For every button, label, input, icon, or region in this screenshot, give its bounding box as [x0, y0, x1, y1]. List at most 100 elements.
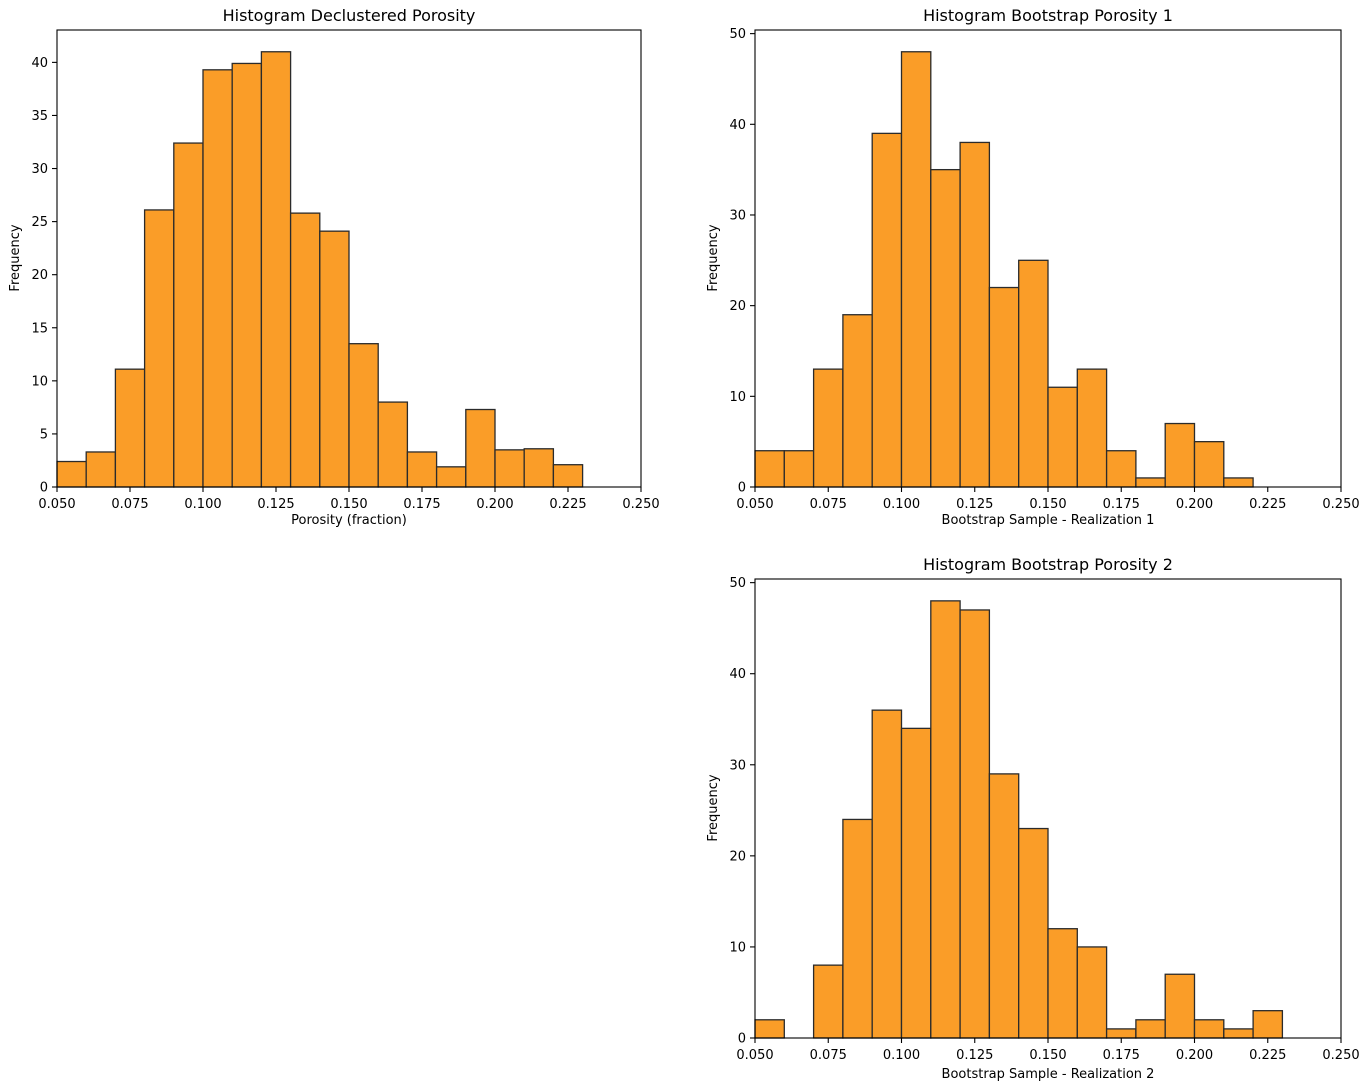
histogram-bars — [754, 51, 1254, 488]
histogram-bar — [1164, 422, 1196, 488]
histogram-bar — [377, 401, 409, 488]
histogram-bar — [1135, 477, 1166, 488]
histogram-bar — [930, 168, 961, 488]
y-tick-label: 20 — [729, 299, 746, 314]
histogram-bar — [988, 773, 1020, 1039]
histogram-bar — [231, 62, 263, 488]
x-tick-label: 0.175 — [1103, 497, 1140, 512]
histogram-bar — [900, 727, 932, 1039]
y-tick-label: 40 — [729, 118, 746, 133]
x-tick-label: 0.125 — [257, 497, 294, 512]
y-tick-label: 0 — [738, 1032, 746, 1047]
histogram-bars — [56, 51, 584, 488]
histogram-bar — [202, 69, 233, 488]
x-axis-label: Bootstrap Sample - Realization 1 — [942, 513, 1155, 528]
x-axis-label: Porosity (fraction) — [291, 513, 407, 528]
histogram-bar — [1076, 368, 1108, 488]
plot-title: Histogram Bootstrap Porosity 1 — [923, 6, 1173, 25]
x-tick-label: 0.175 — [1103, 1048, 1140, 1063]
histogram-bar — [871, 709, 903, 1039]
y-tick-label: 0 — [40, 481, 48, 496]
histogram-bar — [959, 609, 991, 1039]
y-tick-label: 10 — [729, 940, 746, 955]
histogram-bar — [812, 368, 844, 488]
y-axis-label: Frequency — [706, 224, 721, 291]
x-tick-label: 0.250 — [622, 497, 659, 512]
histogram-bar — [406, 451, 438, 488]
histogram-bar — [1047, 386, 1078, 488]
y-axis-label: Frequency — [706, 774, 721, 841]
histogram-bar — [1047, 928, 1078, 1039]
histogram-bar — [1135, 1019, 1166, 1039]
y-tick-label: 50 — [729, 27, 746, 42]
histogram-bar — [85, 451, 117, 488]
histogram-bar — [56, 460, 87, 488]
y-tick-label: 40 — [729, 667, 746, 682]
x-tick-label: 0.050 — [736, 497, 773, 512]
histogram-bar — [1018, 259, 1049, 488]
x-tick-label: 0.150 — [1029, 1048, 1066, 1063]
x-axis-label: Bootstrap Sample - Realization 2 — [942, 1067, 1155, 1082]
x-tick-label: 0.100 — [883, 497, 920, 512]
histogram-bar — [260, 51, 292, 488]
histogram-bar — [552, 464, 584, 488]
axis-ticks: 0.050 0.075 0.100 0.125 0.150 0.175 0.200 0.225… — [729, 576, 1359, 1063]
x-tick-label: 0.225 — [1249, 497, 1286, 512]
histogram-bar — [754, 1019, 785, 1039]
axis-ticks: 0.050 0.075 0.100 0.125 0.150 0.175 0.200 0.225… — [729, 27, 1359, 512]
histogram-bar — [1164, 973, 1196, 1039]
x-tick-label: 0.225 — [549, 497, 586, 512]
y-tick-label: 50 — [729, 576, 746, 591]
x-tick-label: 0.250 — [1322, 497, 1359, 512]
histogram-bar — [143, 209, 175, 488]
histogram-bootstrap-porosity-2-plot: 0.050 0.075 0.100 0.125 0.150 0.175 0.200 0.225… — [706, 555, 1360, 1082]
y-tick-label: 35 — [31, 109, 48, 124]
x-tick-label: 0.250 — [1322, 1048, 1359, 1063]
histogram-bar — [494, 449, 525, 488]
y-tick-label: 20 — [31, 268, 48, 283]
histogram-bar — [842, 818, 873, 1039]
histogram-bar — [173, 142, 204, 488]
histogram-bar — [1076, 946, 1108, 1039]
histogram-bar — [1193, 441, 1225, 488]
x-tick-label: 0.150 — [330, 497, 367, 512]
x-tick-label: 0.200 — [1176, 497, 1213, 512]
histogram-bar — [754, 450, 785, 488]
y-tick-label: 10 — [31, 374, 48, 389]
x-tick-label: 0.075 — [810, 497, 847, 512]
x-tick-label: 0.125 — [956, 497, 993, 512]
x-tick-label: 0.075 — [111, 497, 148, 512]
histogram-bar — [842, 314, 873, 488]
histogram-bootstrap-porosity-1-plot: 0.050 0.075 0.100 0.125 0.150 0.175 0.200 0.225… — [706, 6, 1360, 528]
x-tick-label: 0.150 — [1029, 497, 1066, 512]
histogram-bar — [1223, 1028, 1254, 1039]
histogram-bar — [289, 212, 321, 488]
axis-ticks: 0.050 0.075 0.100 0.125 0.150 0.175 0.200 0.225… — [31, 56, 659, 512]
histogram-bar — [435, 466, 467, 488]
histogram-bar — [812, 964, 844, 1039]
y-tick-label: 30 — [729, 758, 746, 773]
histogram-bar — [930, 600, 961, 1039]
histogram-bar — [319, 230, 350, 488]
x-tick-label: 0.175 — [403, 497, 440, 512]
x-tick-label: 0.125 — [956, 1048, 993, 1063]
x-tick-label: 0.050 — [38, 497, 75, 512]
histogram-bar — [465, 408, 496, 488]
histogram-bar — [1223, 477, 1254, 488]
y-tick-label: 25 — [31, 215, 48, 230]
histogram-bar — [1105, 450, 1137, 488]
histogram-bar — [783, 450, 815, 488]
x-tick-label: 0.075 — [810, 1048, 847, 1063]
y-tick-label: 5 — [40, 427, 48, 442]
plot-title: Histogram Declustered Porosity — [223, 6, 476, 25]
histogram-bar — [1018, 827, 1049, 1039]
x-tick-label: 0.050 — [736, 1048, 773, 1063]
histogram-bar — [1252, 1010, 1284, 1039]
histogram-bar — [114, 368, 146, 488]
x-tick-label: 0.200 — [1176, 1048, 1213, 1063]
histogram-bar — [348, 343, 379, 488]
histogram-bars — [754, 600, 1284, 1039]
histogram-bar — [1193, 1019, 1225, 1039]
y-tick-label: 30 — [31, 162, 48, 177]
